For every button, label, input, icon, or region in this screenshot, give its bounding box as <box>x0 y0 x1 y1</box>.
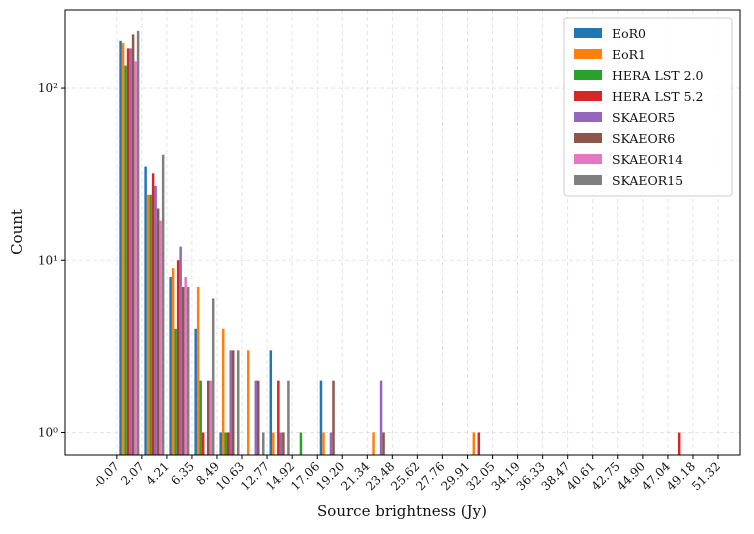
legend-label: SKAEOR6 <box>612 131 675 146</box>
x-tick-label: 2.07 <box>118 459 147 488</box>
x-axis-label: Source brightness (Jy) <box>317 502 487 520</box>
bar <box>277 380 280 455</box>
bar <box>121 42 125 456</box>
bar <box>322 432 325 455</box>
y-tick-label: 10¹ <box>38 253 58 267</box>
bar <box>119 40 122 455</box>
legend-label: EoR0 <box>612 26 646 41</box>
bar <box>236 350 240 455</box>
legend-label: EoR1 <box>612 47 646 62</box>
legend-label: SKAEOR5 <box>612 110 675 125</box>
bar <box>181 286 185 455</box>
legend-label: HERA LST 2.0 <box>612 68 704 83</box>
bar <box>262 432 265 455</box>
legend-swatch <box>574 49 602 59</box>
legend-swatch <box>574 70 602 80</box>
bar <box>159 220 162 455</box>
bar <box>206 380 210 455</box>
bar <box>677 432 681 455</box>
bar <box>282 432 285 455</box>
bar <box>247 350 250 455</box>
legend-label: SKAEOR14 <box>612 152 683 167</box>
bar <box>477 432 481 455</box>
legend-label: SKAEOR15 <box>612 173 683 188</box>
bar <box>201 432 205 455</box>
bar <box>219 432 222 455</box>
bar <box>257 380 260 455</box>
bar <box>382 432 385 455</box>
bar <box>287 380 290 455</box>
bar <box>186 286 190 455</box>
legend-swatch <box>574 154 602 164</box>
bar <box>126 48 130 456</box>
bar <box>254 380 258 455</box>
bar <box>149 194 152 455</box>
legend-box <box>563 17 733 197</box>
bar <box>156 208 160 455</box>
bar <box>146 194 150 455</box>
bar <box>379 380 383 455</box>
bar <box>144 166 147 456</box>
bar <box>179 246 182 455</box>
y-axis-label: Count <box>8 209 26 255</box>
bar <box>221 328 225 455</box>
legend-swatch <box>574 112 602 122</box>
bar <box>176 260 180 455</box>
bar <box>136 30 140 455</box>
bar <box>184 276 187 455</box>
x-tick-label: 6.35 <box>168 459 197 488</box>
bar <box>161 154 165 455</box>
bar <box>151 173 155 455</box>
bar <box>199 380 202 455</box>
bar <box>131 34 135 456</box>
bar <box>272 432 275 455</box>
bar <box>472 432 476 455</box>
bar <box>209 380 212 455</box>
bar <box>231 350 235 455</box>
bar <box>269 350 273 455</box>
bar <box>124 65 127 455</box>
y-tick-label: 10² <box>38 81 58 95</box>
bar <box>329 432 333 455</box>
bar <box>196 286 200 455</box>
plot-frame <box>64 9 741 456</box>
bar <box>332 380 335 455</box>
bar <box>224 432 227 455</box>
bar <box>174 328 177 455</box>
legend-swatch <box>574 91 602 101</box>
x-tick-label: -0.07 <box>90 459 122 491</box>
legend-label: HERA LST 5.2 <box>612 89 704 104</box>
bar <box>169 276 172 455</box>
bar <box>226 432 230 455</box>
bar <box>154 185 157 456</box>
x-tick-label: 4.21 <box>143 459 172 488</box>
bar <box>372 432 375 455</box>
bar <box>171 268 175 455</box>
bar <box>129 48 132 456</box>
bar <box>134 61 137 456</box>
bar <box>319 380 323 455</box>
bar <box>211 298 215 455</box>
y-tick-label: 10⁰ <box>38 425 58 439</box>
bar <box>229 350 232 455</box>
x-tick-label: 51.32 <box>689 459 723 493</box>
legend-swatch <box>574 28 602 38</box>
bar <box>194 328 197 455</box>
bar <box>299 432 303 455</box>
legend-swatch <box>574 133 602 143</box>
legend-swatch <box>574 175 602 185</box>
bar <box>279 432 283 455</box>
